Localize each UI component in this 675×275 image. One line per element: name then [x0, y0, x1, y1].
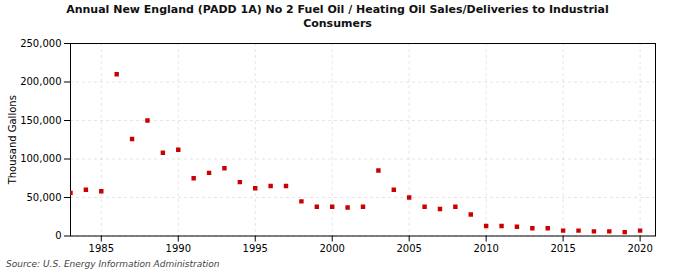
svg-text:2010: 2010 — [473, 243, 498, 254]
html-text:Source: U.S. Energy Informatio: Source: U.S. Energy Information Administ… — [6, 259, 220, 269]
svg-text:50,000: 50,000 — [27, 191, 62, 202]
svg-text:200,000: 200,000 — [20, 76, 61, 87]
svg-text:0: 0 — [55, 230, 61, 241]
svg-text:250,000: 250,000 — [20, 37, 61, 48]
svg-text:2005: 2005 — [396, 243, 421, 254]
svg-text:2020: 2020 — [627, 243, 652, 254]
svg-text:100,000: 100,000 — [20, 153, 61, 164]
svg-text:Thousand Gallons: Thousand Gallons — [7, 95, 18, 185]
svg-text:1990: 1990 — [166, 243, 191, 254]
svg-text:1985: 1985 — [89, 243, 114, 254]
svg-text:2015: 2015 — [550, 243, 575, 254]
html-text:Annual New England (PADD 1A) N: Annual New England (PADD 1A) No 2 Fuel O… — [66, 3, 609, 30]
svg-text:2000: 2000 — [319, 243, 344, 254]
svg-text:150,000: 150,000 — [20, 114, 61, 125]
svg-text:1995: 1995 — [243, 243, 268, 254]
